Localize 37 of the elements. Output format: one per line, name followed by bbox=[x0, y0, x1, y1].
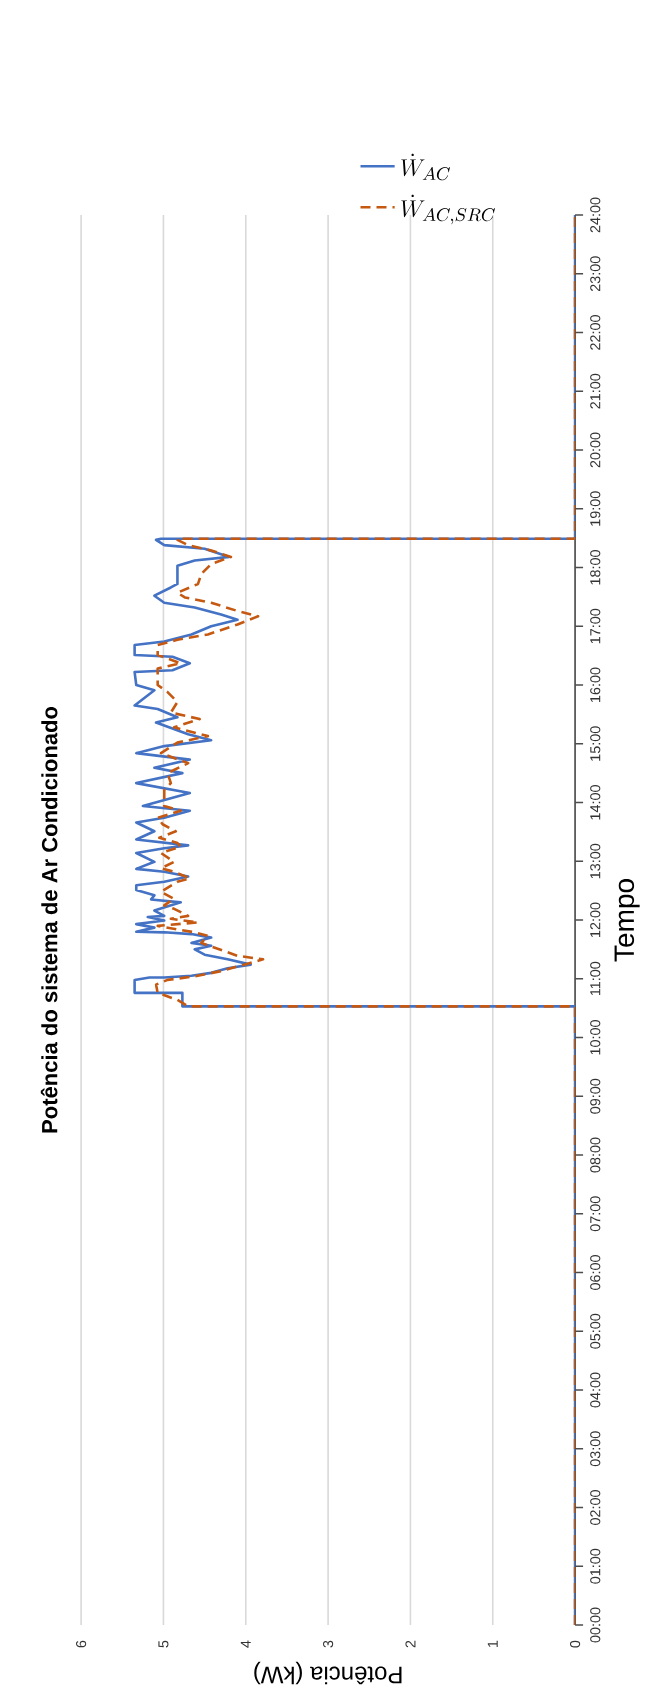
y-tick-label: 07:00 bbox=[590, 1196, 601, 1232]
y-tick-label: 20:00 bbox=[590, 432, 601, 468]
y-tick-label: 13:00 bbox=[590, 843, 601, 879]
y-axis-title: Tempo bbox=[614, 879, 640, 962]
legend-label: $\dot{W}_{AC}$ bbox=[401, 153, 450, 181]
y-tick-label: 04:00 bbox=[590, 1372, 601, 1408]
y-tick-label: 01:00 bbox=[590, 1548, 601, 1584]
y-tick-label: 10:00 bbox=[590, 1020, 601, 1055]
y-tick-label: 03:00 bbox=[590, 1431, 601, 1467]
x-tick-label: 0 bbox=[569, 1640, 581, 1648]
text: Potência do sistema de Ar Condicionado bbox=[40, 706, 58, 1133]
y-tick-label: 17:00 bbox=[590, 608, 601, 644]
x-axis-title: Potência (kW) bbox=[254, 1661, 402, 1685]
y-tick-label: 18:00 bbox=[590, 550, 601, 585]
y-tick-label: 21:00 bbox=[590, 373, 601, 409]
y-tick-label: 12:00 bbox=[590, 902, 601, 937]
y-tick-label: 02:00 bbox=[590, 1490, 601, 1525]
x-tick-label: 4 bbox=[240, 1640, 251, 1648]
legend-label: $\dot{W}_{AC,SRC}$ bbox=[401, 194, 495, 225]
x-tick-label: 6 bbox=[75, 1640, 87, 1648]
x-tick-label: 3 bbox=[322, 1640, 334, 1648]
y-tick-label: 24:00 bbox=[590, 197, 601, 233]
x-tick-label: 5 bbox=[158, 1640, 169, 1648]
y-tick-label: 05:00 bbox=[590, 1313, 601, 1349]
x-tick-label: 1 bbox=[487, 1640, 498, 1647]
y-tick-label: 09:00 bbox=[590, 1078, 601, 1114]
y-tick-label: 15:00 bbox=[590, 726, 601, 761]
y-tick-label: 11:00 bbox=[590, 961, 601, 996]
y-tick-label: 06:00 bbox=[590, 1255, 601, 1290]
y-tick-label: 14:00 bbox=[590, 785, 601, 820]
y-tick-label: 16:00 bbox=[590, 667, 601, 702]
x-tick-label: 2 bbox=[405, 1640, 416, 1648]
y-tick-label: 23:00 bbox=[590, 256, 601, 292]
y-tick-label: 00:00 bbox=[590, 1607, 601, 1643]
y-tick-label: 08:00 bbox=[590, 1137, 601, 1173]
y-tick-label: 19:00 bbox=[590, 491, 601, 526]
y-tick-label: 22:00 bbox=[590, 315, 601, 350]
